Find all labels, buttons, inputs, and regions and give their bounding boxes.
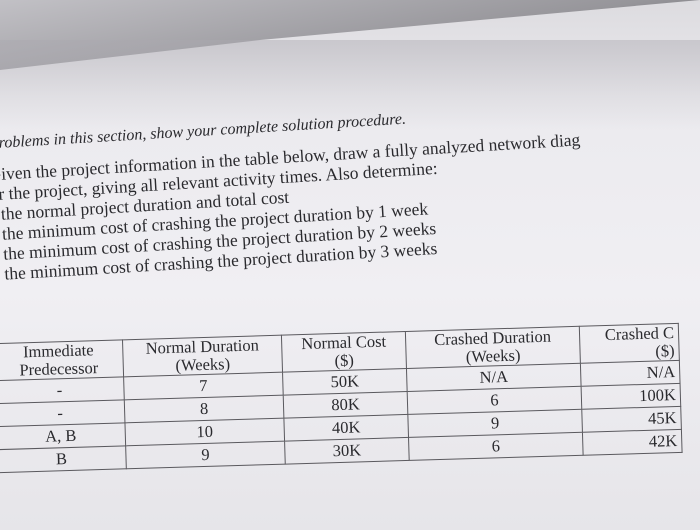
header-crashed-cost: Crashed C ($): [579, 323, 680, 364]
page-shade: [0, 40, 700, 130]
table-cell: 100K: [581, 383, 681, 410]
table-cell: 30K: [284, 437, 410, 465]
header-normal-cost: Normal Cost ($): [281, 331, 407, 373]
instructions-block: problems in this section, show your comp…: [0, 59, 699, 300]
header-crashed-duration: Crashed Duration (Weeks): [405, 326, 581, 369]
header-line: ($): [655, 341, 675, 361]
header-immediate-predecessor: Immediate Predecessor: [0, 339, 124, 381]
table-cell: N/A: [580, 360, 681, 387]
project-table: Immediate Predecessor Normal Duration (W…: [0, 323, 683, 473]
table-cell: 42K: [582, 429, 683, 456]
table-cell: 45K: [581, 406, 682, 433]
table-cell: 9: [125, 441, 286, 469]
header-normal-duration: Normal Duration (Weeks): [122, 335, 283, 377]
project-table-wrap: Immediate Predecessor Normal Duration (W…: [0, 287, 700, 488]
table-cell: B: [0, 445, 127, 473]
table-cell: 6: [408, 432, 584, 461]
